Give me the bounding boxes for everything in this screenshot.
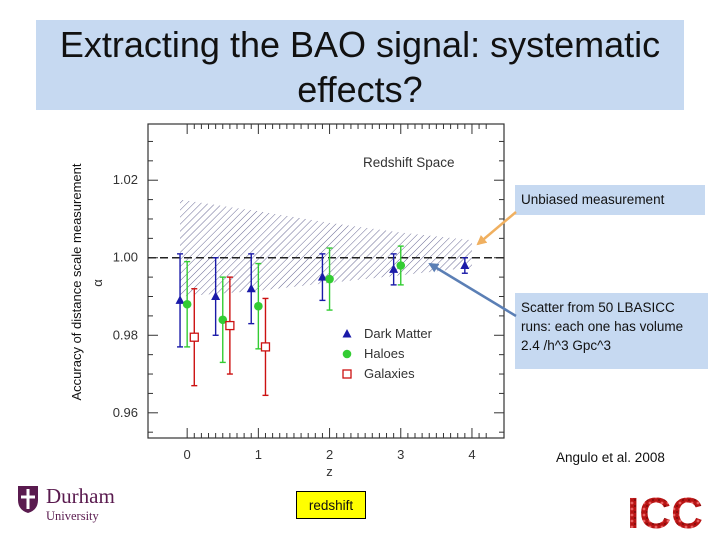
- y-tick-label: 1.02: [113, 172, 138, 187]
- durham-logo: Durham University: [12, 482, 124, 528]
- haloes-point: [182, 299, 192, 309]
- legend-label-dark-matter: Dark Matter: [364, 326, 433, 341]
- chart-area: 0.96 0.98 1.00 1.02 0 1 2 3 4 α z Redshift Space Dar…: [88, 118, 510, 490]
- legend-marker-haloes: [342, 349, 352, 359]
- durham-sub: University: [46, 509, 99, 523]
- dark-matter-point: [211, 291, 221, 301]
- legend-marker-galaxies: [342, 369, 352, 379]
- durham-name: Durham: [46, 484, 115, 508]
- bao-chart: 0.96 0.98 1.00 1.02 0 1 2 3 4 α z Redshift Space Dar…: [90, 123, 505, 479]
- redshift-highlight: redshift: [296, 491, 366, 519]
- haloes-point: [254, 301, 263, 311]
- galaxies-point: [225, 320, 235, 331]
- dark-matter-point: [175, 295, 185, 304]
- x-axis-label: z: [326, 464, 333, 479]
- y-axis-label: α: [90, 279, 105, 287]
- x-tick-label: 2: [326, 447, 333, 462]
- hatched-band: [180, 199, 472, 297]
- x-tick-label: 3: [397, 447, 404, 462]
- dark-matter-point: [246, 283, 256, 293]
- x-tick-label: 0: [184, 447, 191, 462]
- icc-logo: ICC: [627, 489, 703, 533]
- haloes-point: [218, 315, 228, 325]
- slide-title: Extracting the BAO signal: systematic ef…: [59, 24, 661, 110]
- y-tick-label: 0.98: [113, 327, 138, 342]
- galaxies-point: [260, 342, 271, 352]
- galaxies-point: [189, 332, 199, 342]
- icc-logo-text: ICC: [627, 489, 703, 533]
- x-tick-label: 1: [255, 447, 262, 462]
- haloes-point: [396, 261, 406, 270]
- haloes-point: [325, 274, 334, 284]
- citation: Angulo et al. 2008: [556, 450, 665, 465]
- x-tick-label: 4: [468, 447, 475, 462]
- legend-label-galaxies: Galaxies: [364, 366, 415, 381]
- chart-title: Redshift Space: [363, 155, 455, 170]
- y-tick-label: 0.96: [113, 405, 138, 420]
- legend-marker-dark-matter: [342, 329, 352, 338]
- dark-matter-point: [317, 272, 327, 281]
- callout-unbiased: Unbiased measurement: [515, 185, 705, 215]
- side-axis-label: Accuracy of distance scale measurement: [69, 163, 84, 401]
- durham-crest-icon: [18, 486, 38, 513]
- dark-matter-point: [389, 264, 399, 273]
- callout-scatter: Scatter from 50 LBASICC runs: each one h…: [515, 293, 708, 369]
- legend-label-haloes: Haloes: [364, 346, 405, 361]
- y-tick-label: 1.00: [113, 250, 138, 265]
- title-background: [36, 20, 684, 110]
